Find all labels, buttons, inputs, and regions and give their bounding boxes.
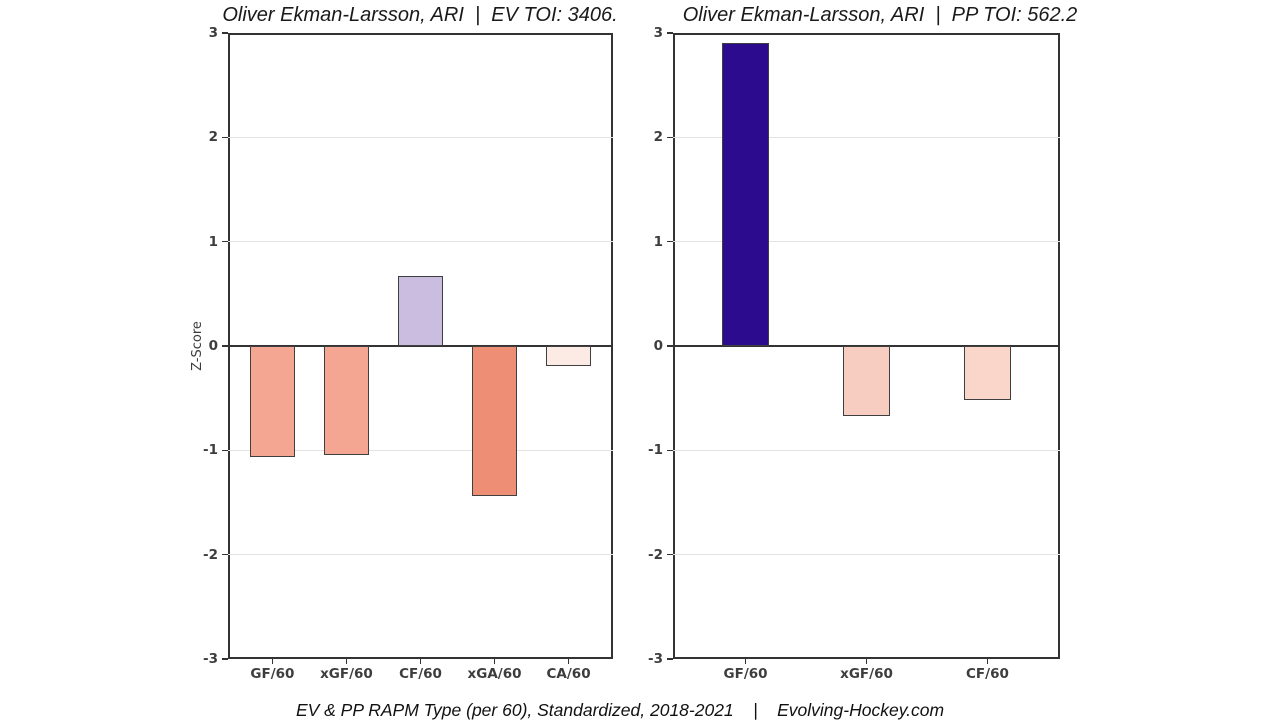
x-tick-mark	[744, 659, 747, 664]
y-tick-mark	[222, 136, 228, 139]
bar-gf-60	[249, 346, 295, 457]
y-tick-label: 3	[653, 25, 663, 41]
figure-caption: EV & PP RAPM Type (per 60), Standardized…	[295, 700, 945, 720]
y-tick-label: 2	[208, 129, 218, 146]
y-tick-label: -3	[648, 651, 663, 667]
x-tick-label: GF/60	[250, 666, 295, 682]
y-tick-mark	[667, 658, 673, 660]
bar-xga-60	[472, 346, 518, 497]
x-tick-label: CF/60	[399, 666, 442, 682]
gridline	[673, 449, 1060, 452]
bar-gf-60	[722, 43, 770, 346]
x-tick-mark	[567, 659, 570, 664]
y-tick-label: 1	[208, 233, 218, 250]
y-tick-label: 3	[208, 25, 218, 41]
zero-line	[228, 345, 613, 347]
y-tick-mark	[667, 553, 673, 556]
x-tick-mark	[419, 659, 422, 664]
y-tick-label: -3	[203, 651, 218, 667]
y-tick-mark	[667, 136, 673, 139]
chart-title-pp: Oliver Ekman-Larsson, ARI | PP TOI: 562.…	[682, 4, 1078, 26]
y-tick-label: -1	[648, 442, 663, 459]
y-tick-mark	[222, 345, 228, 347]
y-tick-label: 0	[208, 338, 218, 354]
bar-xgf-60	[323, 346, 369, 455]
x-tick-label: CA/60	[546, 666, 591, 682]
y-tick-mark	[222, 32, 228, 34]
bar-ca-60	[546, 346, 592, 366]
bar-cf-60	[963, 346, 1011, 401]
y-tick-mark	[667, 240, 673, 243]
gridline	[228, 136, 613, 139]
x-tick-mark	[345, 659, 348, 664]
y-tick-mark	[667, 449, 673, 452]
x-tick-label: xGA/60	[467, 666, 522, 682]
gridline	[673, 136, 1060, 139]
y-tick-label: -2	[648, 546, 663, 563]
y-tick-label: 0	[653, 338, 663, 354]
y-tick-mark	[222, 240, 228, 243]
gridline	[673, 553, 1060, 556]
x-tick-mark	[986, 659, 989, 664]
y-tick-label: -2	[203, 546, 218, 563]
gridline	[673, 240, 1060, 243]
bar-cf-60	[398, 276, 443, 346]
x-tick-label: CF/60	[966, 666, 1009, 682]
x-tick-label: GF/60	[723, 666, 768, 682]
gridline	[228, 240, 613, 243]
x-tick-label: xGF/60	[840, 666, 893, 682]
y-tick-mark	[667, 345, 673, 347]
x-tick-label: xGF/60	[320, 666, 373, 682]
y-tick-mark	[667, 32, 673, 34]
y-tick-mark	[222, 553, 228, 556]
gridline	[228, 449, 613, 452]
x-tick-mark	[271, 659, 274, 664]
bar-xgf-60	[843, 346, 890, 416]
x-tick-mark	[865, 659, 868, 664]
y-tick-mark	[222, 658, 228, 660]
gridline	[228, 553, 613, 556]
y-tick-mark	[222, 449, 228, 452]
y-tick-label: 2	[653, 129, 663, 146]
x-tick-mark	[493, 659, 496, 664]
y-tick-label: 1	[653, 233, 663, 250]
chart-title-ev: Oliver Ekman-Larsson, ARI | EV TOI: 3406…	[222, 4, 618, 26]
y-tick-label: -1	[203, 442, 218, 459]
